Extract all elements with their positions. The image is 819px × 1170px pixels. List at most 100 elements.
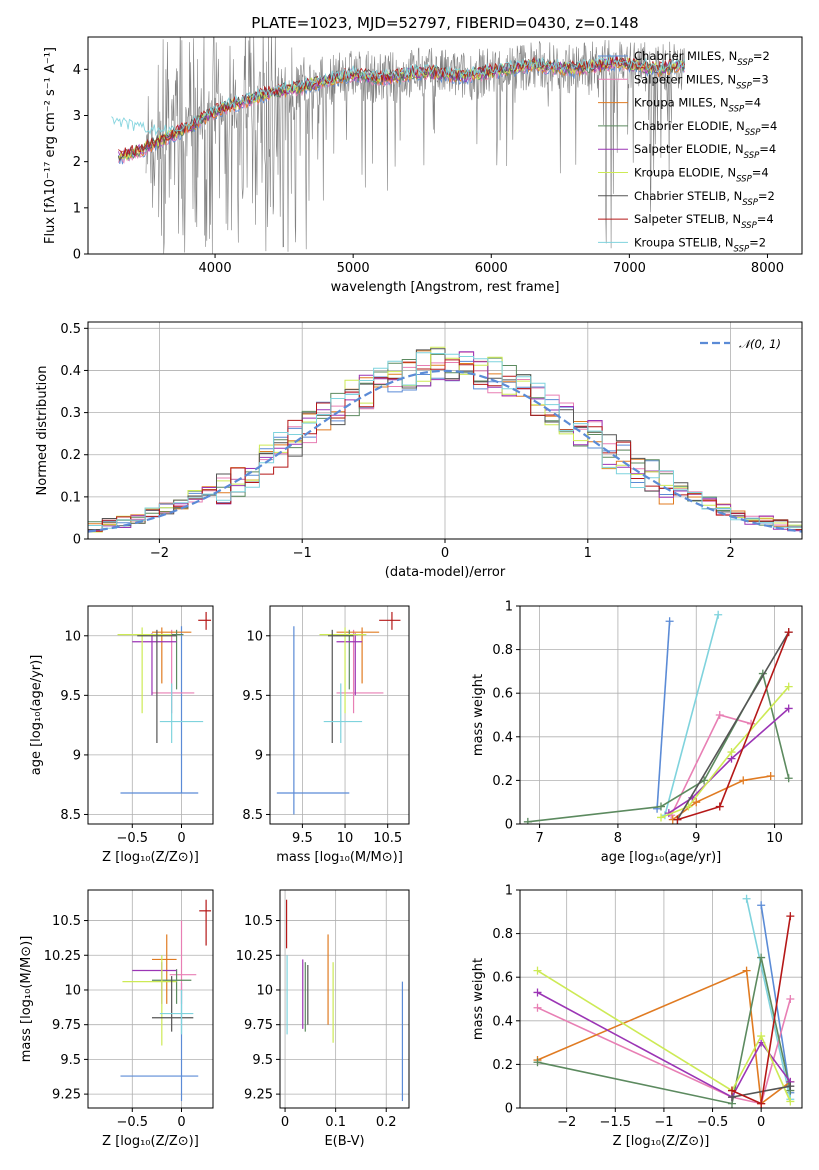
legend-subscript: SSP xyxy=(736,175,752,185)
plot-area xyxy=(111,37,686,254)
legend-text: Kroupa STELIB, N xyxy=(634,235,734,249)
y-tick-label: 0 xyxy=(73,248,81,263)
weight-point-kroupa_miles xyxy=(766,772,775,781)
weight-point-kroupa_elodie xyxy=(657,813,665,822)
legend-subscript: SSP xyxy=(745,128,761,138)
y-tick-label: 0.2 xyxy=(492,774,513,789)
legend-count: =4 xyxy=(757,212,774,226)
x-tick-label: 10 xyxy=(766,831,783,846)
y-tick-label: 1 xyxy=(505,600,513,615)
weight-point-salpeter_stelib xyxy=(673,815,682,824)
panel-mass_vs_EBV: 0 0.1 0.2 9.25 9.5 9.75 10 10.25 10.5 E(B-V) xyxy=(236,889,410,1149)
y-tick-label: 0.6 xyxy=(492,687,513,702)
y-tick-label: 1 xyxy=(505,884,513,899)
y-axis-label: mass weight xyxy=(471,958,486,1040)
weight-line-salpeter_elodie xyxy=(537,991,791,1099)
y-tick-label: 9.5 xyxy=(60,1053,81,1068)
legend: 𝒩(0, 1) xyxy=(700,337,781,351)
legend-count: =4 xyxy=(760,119,777,133)
x-tick-label: −2 xyxy=(557,1115,576,1130)
x-axis-label: Z [log₁₀(Z/Z⊙)] xyxy=(613,1134,710,1149)
y-tick-label: 9.75 xyxy=(52,1018,81,1033)
x-tick-label: 5000 xyxy=(337,261,370,276)
plot-area xyxy=(280,890,409,1108)
weight-point-chabrier_elodie xyxy=(523,817,532,824)
weight-point-salpeter_stelib xyxy=(786,912,795,921)
x-axis-label: (data-model)/error xyxy=(385,565,506,580)
y-tick-label: 10 xyxy=(246,629,263,644)
y-tick-label: 0.4 xyxy=(492,1014,513,1029)
y-tick-label: 0 xyxy=(505,818,513,833)
y-tick-label: 9.5 xyxy=(60,689,81,704)
weight-line-chabrier_elodie xyxy=(537,957,792,1105)
x-axis-label: mass [log₁₀(M/M⊙)] xyxy=(276,850,403,865)
y-tick-label: 10 xyxy=(256,983,273,998)
x-tick-label: 1 xyxy=(584,546,592,561)
weight-line-kroupa_stelib xyxy=(664,614,719,816)
x-tick-label: 4000 xyxy=(199,261,232,276)
x-tick-label: 8 xyxy=(614,831,622,846)
weight-line-chabrier_miles xyxy=(760,905,792,1093)
legend-count: =2 xyxy=(753,49,770,63)
y-axis-label: Flux [fλ10⁻¹⁷ erg cm⁻² s⁻¹ A⁻¹] xyxy=(43,47,58,244)
axes-frame xyxy=(87,36,803,255)
weight-point-kroupa_miles xyxy=(692,798,701,807)
weight-point-salpeter_stelib xyxy=(727,1086,736,1095)
weight-point-kroupa_elodie xyxy=(786,1097,795,1106)
x-tick-label: 7 xyxy=(535,831,543,846)
x-tick-label: 0 xyxy=(441,546,449,561)
y-tick-label: 10 xyxy=(64,629,81,644)
x-tick-label: 7000 xyxy=(613,261,646,276)
y-tick-label: 9.75 xyxy=(244,1018,273,1033)
x-tick-label: −1 xyxy=(293,546,312,561)
legend-entry: Chabrier ELODIE, NSSP=4 xyxy=(634,119,777,138)
y-tick-label: 0.2 xyxy=(492,1058,513,1073)
x-axis-label: Z [log₁₀(Z/Z⊙)] xyxy=(102,850,199,865)
y-tick-label: 8.5 xyxy=(242,808,263,823)
legend-entry: Chabrier STELIB, NSSP=2 xyxy=(634,189,775,208)
legend-count: =2 xyxy=(758,189,775,203)
x-axis-label: E(B-V) xyxy=(324,1134,364,1149)
panel-age_vs_Z: −0.5 0 8.5 9 9.5 10 Z [log₁₀(Z/Z⊙)] age [log₁₀(… xyxy=(29,605,214,865)
y-tick-label: 0.3 xyxy=(60,406,81,421)
x-tick-label: −0.5 xyxy=(697,1115,729,1130)
histogram-kroupa_stelib xyxy=(88,352,802,539)
y-axis-label: mass weight xyxy=(471,674,486,756)
legend-entry: Kroupa ELODIE, NSSP=4 xyxy=(634,166,769,185)
y-tick-label: 0.8 xyxy=(492,927,513,942)
legend-subscript: SSP xyxy=(744,151,760,161)
legend-text: Salpeter MILES, N xyxy=(634,72,736,86)
weight-point-chabrier_elodie xyxy=(533,1058,542,1067)
data-spectrum-line xyxy=(145,37,685,254)
y-tick-label: 0 xyxy=(73,533,81,548)
y-tick-label: 0.6 xyxy=(492,971,513,986)
plot-area xyxy=(88,890,213,1108)
x-tick-label: −0.5 xyxy=(117,1115,149,1130)
weight-point-salpeter_elodie xyxy=(784,704,793,713)
panel-mass_vs_Z: −0.5 0 9.25 9.5 9.75 10 10.25 10.5 Z [log₁₀(Z/Z⊙… xyxy=(19,889,214,1149)
y-axis-label: mass [log₁₀(M/M⊙)] xyxy=(19,936,34,1063)
weight-line-chabrier_stelib xyxy=(676,631,790,821)
model-spectrum-kroupa_stelib xyxy=(111,53,686,137)
legend-text: Chabrier ELODIE, N xyxy=(634,119,745,133)
weight-point-kroupa_miles xyxy=(739,776,748,785)
weight-point-chabrier_stelib xyxy=(786,1082,795,1091)
axes-frame xyxy=(279,889,410,1109)
x-tick-label: 6000 xyxy=(475,261,508,276)
x-axis-label: Z [log₁₀(Z/Z⊙)] xyxy=(102,1134,199,1149)
x-tick-label: 0 xyxy=(757,1115,765,1130)
axes-frame xyxy=(269,605,410,825)
legend-subscript: SSP xyxy=(737,58,753,68)
panel-weight_vs_Z: −2 −1.5 −1 −0.5 0 0 0.2 0.4 0.6 0.8 1 Z [log₁₀(Z/Z⊙… xyxy=(471,884,803,1149)
x-tick-label: −1.5 xyxy=(600,1115,632,1130)
legend-text: Chabrier MILES, N xyxy=(634,49,737,63)
plot-area xyxy=(270,606,409,824)
legend-count: =3 xyxy=(752,72,769,86)
axes-frame xyxy=(519,889,803,1109)
y-tick-label: 10 xyxy=(64,983,81,998)
x-axis-label: wavelength [Angstrom, rest frame] xyxy=(331,280,560,295)
y-tick-label: 9.25 xyxy=(52,1088,81,1103)
y-tick-label: 10.25 xyxy=(236,949,273,964)
weight-line-kroupa_elodie xyxy=(537,970,792,1102)
